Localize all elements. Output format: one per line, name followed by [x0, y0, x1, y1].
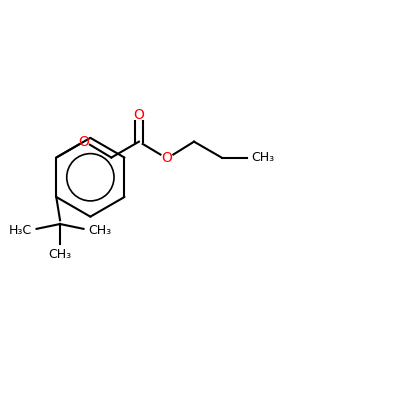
- Text: CH₃: CH₃: [251, 151, 274, 164]
- Text: CH₃: CH₃: [48, 248, 72, 261]
- Text: O: O: [134, 108, 144, 122]
- Text: O: O: [78, 135, 89, 149]
- Text: CH₃: CH₃: [88, 224, 111, 237]
- Text: O: O: [161, 150, 172, 164]
- Text: H₃C: H₃C: [9, 224, 32, 237]
